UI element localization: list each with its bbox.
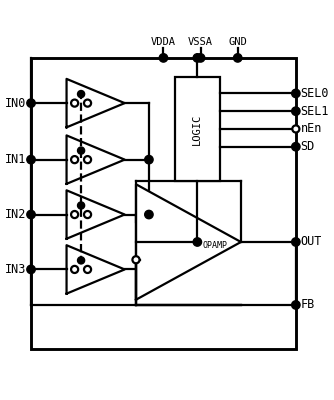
Circle shape: [196, 54, 205, 62]
Polygon shape: [66, 79, 125, 127]
Circle shape: [77, 257, 85, 264]
Circle shape: [77, 147, 85, 154]
Circle shape: [292, 89, 300, 98]
Polygon shape: [66, 245, 125, 294]
Text: IN1: IN1: [5, 153, 26, 166]
Text: LOGIC: LOGIC: [192, 113, 202, 144]
Circle shape: [292, 125, 299, 132]
Polygon shape: [66, 190, 125, 239]
Circle shape: [133, 256, 140, 263]
Circle shape: [27, 156, 35, 164]
Text: VDDA: VDDA: [151, 36, 176, 46]
Text: IN0: IN0: [5, 97, 26, 110]
Circle shape: [77, 202, 85, 209]
Bar: [31, 58, 296, 348]
Circle shape: [71, 156, 78, 163]
Circle shape: [159, 54, 168, 62]
Text: OUT: OUT: [301, 236, 322, 248]
Text: IN3: IN3: [5, 263, 26, 276]
Text: OPAMP: OPAMP: [203, 241, 228, 250]
Circle shape: [193, 54, 201, 62]
Circle shape: [292, 107, 300, 115]
Text: SEL1: SEL1: [301, 105, 329, 118]
Circle shape: [292, 238, 300, 246]
Text: SEL0: SEL0: [301, 87, 329, 100]
Circle shape: [193, 238, 201, 246]
Polygon shape: [66, 136, 125, 184]
Circle shape: [71, 211, 78, 218]
Circle shape: [84, 156, 91, 163]
Circle shape: [77, 90, 85, 98]
Polygon shape: [136, 184, 241, 300]
Text: SD: SD: [301, 140, 315, 153]
Text: VSSA: VSSA: [188, 36, 213, 46]
Circle shape: [84, 100, 91, 107]
Circle shape: [292, 301, 300, 309]
Circle shape: [27, 99, 35, 107]
Text: nEn: nEn: [301, 122, 322, 136]
Circle shape: [292, 142, 300, 151]
Circle shape: [84, 266, 91, 273]
Circle shape: [84, 211, 91, 218]
Circle shape: [71, 100, 78, 107]
Circle shape: [145, 156, 153, 164]
Circle shape: [145, 210, 153, 219]
Circle shape: [233, 54, 242, 62]
Text: GND: GND: [228, 36, 247, 46]
Bar: [175, 77, 220, 181]
Circle shape: [27, 265, 35, 274]
Circle shape: [27, 210, 35, 219]
Circle shape: [71, 266, 78, 273]
Text: IN2: IN2: [5, 208, 26, 221]
Text: FB: FB: [301, 298, 315, 312]
